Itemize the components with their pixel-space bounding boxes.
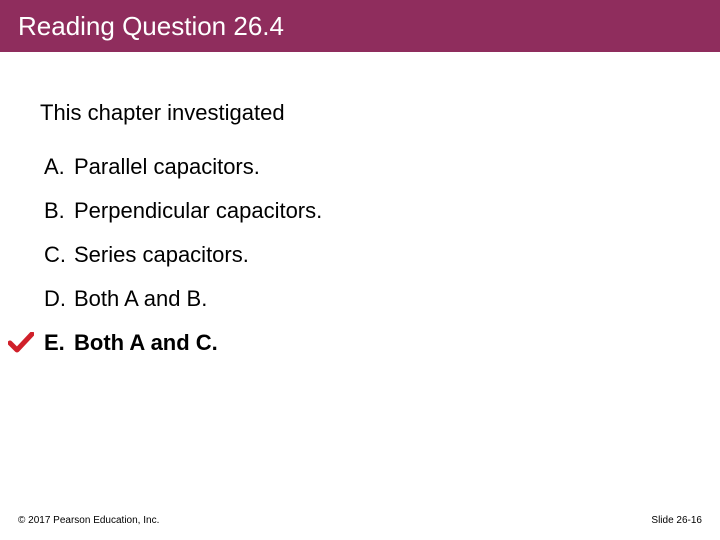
option-letter: A. [44, 154, 74, 180]
option-c: C. Series capacitors. [44, 242, 680, 268]
slide-header: Reading Question 26.4 [0, 0, 720, 52]
option-text: Both A and B. [74, 286, 207, 312]
question-stem: This chapter investigated [40, 100, 680, 126]
option-text: Both A and C. [74, 330, 218, 356]
slide-footer: © 2017 Pearson Education, Inc. Slide 26-… [0, 515, 720, 526]
slide-title: Reading Question 26.4 [18, 11, 284, 42]
option-text: Series capacitors. [74, 242, 249, 268]
option-text: Parallel capacitors. [74, 154, 260, 180]
option-letter: E. [44, 330, 74, 356]
option-b: B. Perpendicular capacitors. [44, 198, 680, 224]
option-text: Perpendicular capacitors. [74, 198, 322, 224]
options-list: A. Parallel capacitors. B. Perpendicular… [40, 154, 680, 356]
slide-content: This chapter investigated A. Parallel ca… [0, 52, 720, 356]
option-a: A. Parallel capacitors. [44, 154, 680, 180]
option-d: D. Both A and B. [44, 286, 680, 312]
option-letter: B. [44, 198, 74, 224]
checkmark-icon [8, 332, 34, 354]
option-e: E. Both A and C. [44, 330, 680, 356]
option-letter: C. [44, 242, 74, 268]
copyright-text: © 2017 Pearson Education, Inc. [18, 515, 159, 526]
slide-number: Slide 26-16 [651, 515, 702, 526]
option-letter: D. [44, 286, 74, 312]
